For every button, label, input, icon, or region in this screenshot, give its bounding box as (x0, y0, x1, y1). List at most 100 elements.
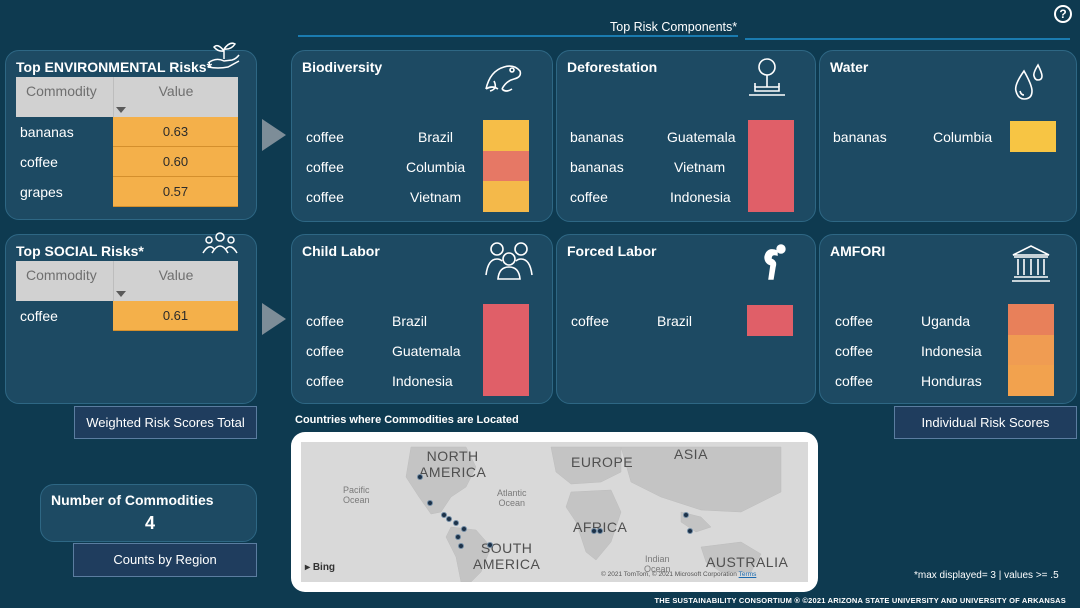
people-group-icon (202, 231, 238, 255)
commodity-cell: bananas (20, 124, 74, 140)
risk-commodity: coffee (306, 373, 344, 389)
label-atlantic-ocean: Atlantic Ocean (497, 488, 527, 508)
commodities-count-card: Number of Commodities 4 (40, 484, 257, 542)
risk-commodity: coffee (835, 313, 873, 329)
risk-swatch[interactable] (483, 151, 529, 181)
forced-labor-title: Forced Labor (567, 243, 657, 259)
risk-country: Brazil (392, 313, 428, 329)
risk-swatch[interactable] (1008, 365, 1054, 396)
location-marker[interactable] (683, 512, 689, 518)
footnote: *max displayed= 3 | values >= .5 (914, 570, 1059, 581)
risk-country: Indonesia (392, 373, 453, 389)
risk-swatch[interactable] (748, 151, 794, 181)
value-cell: 0.57 (113, 177, 238, 207)
risk-country: Columbia (406, 159, 466, 175)
table-row[interactable]: coffee 0.61 (16, 301, 238, 331)
risk-country: Honduras (921, 373, 982, 389)
risk-swatch[interactable] (483, 120, 529, 151)
risk-commodity: coffee (306, 343, 344, 359)
social-risks-title: Top SOCIAL Risks* (16, 243, 144, 259)
child-labor-title: Child Labor (302, 243, 380, 259)
env-risks-panel: Top ENVIRONMENTAL Risks* Commodity Value… (5, 42, 257, 220)
risk-swatch[interactable] (483, 365, 529, 396)
child-labor-card: Child Labor coffee Brazil coffee Guatema… (291, 234, 553, 404)
individual-risk-scores-button[interactable]: Individual Risk Scores (894, 406, 1077, 439)
risk-commodity: coffee (306, 189, 344, 205)
sort-caret-icon[interactable] (116, 107, 126, 113)
location-marker[interactable] (687, 528, 693, 534)
map-canvas[interactable]: NORTH AMERICA EUROPE ASIA AFRICA SOUTH A… (301, 442, 808, 582)
map-terms-link[interactable]: Terms (738, 571, 757, 578)
location-marker[interactable] (597, 528, 603, 534)
commodity-cell: grapes (20, 184, 63, 200)
deforestation-title: Deforestation (567, 59, 658, 75)
risk-swatch[interactable] (1010, 121, 1056, 152)
risk-commodity: coffee (306, 313, 344, 329)
water-card: Water bananas Columbia (819, 50, 1077, 222)
location-marker[interactable] (427, 500, 433, 506)
social-risks-panel: Top SOCIAL Risks* Commodity Value coffee… (5, 231, 257, 404)
risk-country: Brazil (418, 129, 454, 145)
location-marker[interactable] (417, 474, 423, 480)
location-marker[interactable] (455, 534, 461, 540)
page-title: Top Risk Components* (610, 20, 738, 34)
amfori-card: AMFORI coffee Uganda coffee Indonesia co… (819, 234, 1077, 404)
location-marker[interactable] (487, 542, 493, 548)
label-north-america: NORTH AMERICA (419, 448, 487, 480)
location-marker[interactable] (458, 543, 464, 549)
map-title: Countries where Commodities are Located (295, 414, 519, 426)
location-marker[interactable] (446, 516, 452, 522)
header-line-right (745, 38, 1070, 40)
risk-country: Vietnam (410, 189, 462, 205)
location-marker[interactable] (461, 526, 467, 532)
bing-icon: ▸ (305, 562, 313, 573)
location-marker[interactable] (591, 528, 597, 534)
risk-commodity: coffee (571, 313, 609, 329)
biodiversity-title: Biodiversity (302, 59, 383, 75)
col-value-header[interactable]: Value (113, 261, 238, 301)
risk-country: Guatemala (392, 343, 461, 359)
risk-country: Columbia (933, 129, 993, 145)
header-line-left (298, 35, 738, 37)
value-cell: 0.61 (113, 301, 238, 331)
table-row[interactable]: bananas 0.63 (16, 117, 238, 147)
col-commodity-header[interactable]: Commodity (16, 77, 113, 117)
risk-swatch[interactable] (748, 181, 794, 212)
table-row[interactable]: coffee 0.60 (16, 147, 238, 177)
risk-commodity: bananas (570, 129, 624, 145)
risk-commodity: coffee (306, 159, 344, 175)
risk-commodity: coffee (570, 189, 608, 205)
location-marker[interactable] (441, 512, 447, 518)
commodity-cell: coffee (20, 308, 58, 324)
weighted-risk-scores-button[interactable]: Weighted Risk Scores Total (74, 406, 257, 439)
risk-commodity: coffee (835, 343, 873, 359)
table-row[interactable]: grapes 0.57 (16, 177, 238, 207)
risk-swatch[interactable] (1008, 304, 1054, 335)
tree-icon (745, 55, 789, 99)
help-icon[interactable]: ? (1054, 5, 1072, 23)
biodiversity-card: Biodiversity coffee Brazil coffee Columb… (291, 50, 553, 222)
risk-swatch[interactable] (747, 305, 793, 336)
risk-country: Uganda (921, 313, 971, 329)
social-risks-table: Commodity Value coffee 0.61 (16, 261, 238, 331)
risk-swatch[interactable] (748, 120, 794, 151)
risk-swatch[interactable] (483, 335, 529, 365)
risk-country: Brazil (657, 313, 693, 329)
risk-commodity: coffee (306, 129, 344, 145)
location-marker[interactable] (453, 520, 459, 526)
commodity-map[interactable]: NORTH AMERICA EUROPE ASIA AFRICA SOUTH A… (291, 432, 818, 592)
risk-country: Indonesia (670, 189, 731, 205)
counts-by-region-button[interactable]: Counts by Region (73, 543, 257, 577)
risk-swatch[interactable] (1008, 335, 1054, 365)
sort-caret-icon[interactable] (116, 291, 126, 297)
deforestation-card: Deforestation bananas Guatemala bananas … (556, 50, 816, 222)
label-pacific-ocean: Pacific Ocean (343, 485, 370, 505)
water-drops-icon (1010, 63, 1046, 103)
col-commodity-header[interactable]: Commodity (16, 261, 113, 301)
env-risks-title: Top ENVIRONMENTAL Risks* (16, 59, 213, 75)
risk-swatch[interactable] (483, 181, 529, 212)
col-value-header[interactable]: Value (113, 77, 238, 117)
risk-country: Guatemala (667, 129, 736, 145)
value-cell: 0.63 (113, 117, 238, 147)
risk-swatch[interactable] (483, 304, 529, 335)
